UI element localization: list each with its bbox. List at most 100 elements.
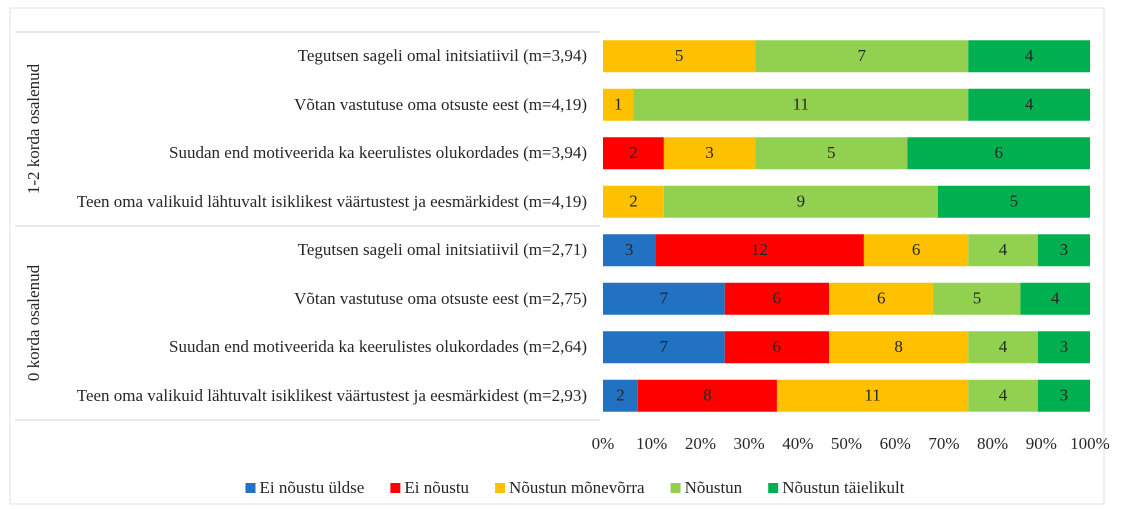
data-label: 3: [1060, 337, 1069, 356]
x-tick-label: 10%: [636, 434, 667, 453]
category-label-box: Teen oma valikuid lähtuvalt isiklikest v…: [76, 191, 587, 211]
data-label: 4: [999, 240, 1008, 259]
bar-segment: [755, 137, 908, 170]
bar-segment: [829, 282, 934, 315]
legend-label: Ei nõustu: [404, 478, 469, 497]
bar-segment: [937, 185, 1090, 218]
data-label: 8: [703, 386, 712, 405]
legend-swatch: [670, 483, 681, 493]
bar-segment: [724, 282, 830, 315]
category-label: Tegutsen sageli omal initsiatiivil (m=3,…: [297, 46, 587, 66]
data-label: 7: [857, 46, 866, 65]
category-label: Võtan vastutuse oma otsuste eest (m=2,75…: [294, 288, 587, 308]
data-label: 5: [1010, 192, 1019, 211]
bar-segment: [1037, 331, 1090, 364]
bar-segment: [968, 379, 1038, 412]
bar-segment: [603, 88, 634, 121]
data-label: 4: [999, 386, 1008, 405]
x-tick-label: 40%: [782, 434, 813, 453]
category-label: Suudan end motiveerida ka keerulistes ol…: [169, 143, 587, 163]
data-label: 6: [994, 143, 1003, 162]
category-label-box: Võtan vastutuse oma otsuste eest (m=4,19…: [294, 94, 587, 114]
bar-segment: [1037, 234, 1090, 267]
category-label: Võtan vastutuse oma otsuste eest (m=4,19…: [294, 94, 587, 114]
data-label: 4: [999, 337, 1008, 356]
legend-swatch: [495, 483, 506, 493]
bar-segment: [968, 234, 1038, 267]
group-label: 1-2 korda osalenud: [24, 63, 43, 194]
legend-label: Ei nõustu üldse: [260, 478, 365, 497]
data-label: 1: [614, 95, 623, 114]
legend-swatch: [768, 483, 779, 493]
bar-segment: [1020, 282, 1090, 315]
data-label: 11: [793, 95, 809, 114]
bar-segment: [968, 331, 1038, 364]
bar-segment: [663, 137, 756, 170]
category-label: Suudan end motiveerida ka keerulistes ol…: [169, 337, 587, 357]
data-label: 2: [629, 192, 638, 211]
data-label: 7: [660, 289, 669, 308]
legend-label: Nõustun mõnevõrra: [509, 478, 645, 497]
category-label-box: Tegutsen sageli omal initsiatiivil (m=3,…: [297, 46, 587, 66]
data-label: 12: [751, 240, 768, 259]
bar-segment: [637, 379, 777, 412]
legend: Ei nõustu üldse Ei nõustu Nõustun mõnevõrr…: [245, 478, 905, 497]
bar-segment: [776, 379, 969, 412]
data-label: 3: [625, 240, 634, 259]
bar-segment: [755, 40, 969, 73]
chart-frame: [9, 7, 1105, 505]
data-label: 4: [1025, 95, 1034, 114]
data-label: 5: [675, 46, 684, 65]
x-tick-label: 90%: [1026, 434, 1057, 453]
category-label-box: Suudan end motiveerida ka keerulistes ol…: [169, 337, 587, 357]
category-label-box: Tegutsen sageli omal initsiatiivil (m=2,…: [297, 240, 587, 260]
bar-segment: [663, 185, 938, 218]
data-label: 2: [616, 386, 625, 405]
data-label: 2: [629, 143, 638, 162]
bar-segment: [968, 40, 1090, 73]
data-label: 3: [705, 143, 714, 162]
data-label: 5: [973, 289, 982, 308]
x-tick-label: 60%: [880, 434, 911, 453]
category-label-box: Suudan end motiveerida ka keerulistes ol…: [169, 143, 587, 163]
bar-segment: [829, 331, 969, 364]
bar-segment: [603, 40, 756, 73]
data-label: 11: [864, 386, 880, 405]
data-label: 3: [1060, 240, 1069, 259]
x-tick-label: 100%: [1070, 434, 1110, 453]
data-label: 4: [1025, 46, 1034, 65]
data-label: 5: [827, 143, 836, 162]
data-label: 7: [660, 337, 669, 356]
legend-swatch: [390, 483, 401, 493]
bar-segment: [603, 137, 664, 170]
x-tick-label: 20%: [685, 434, 716, 453]
category-label-box: Võtan vastutuse oma otsuste eest (m=2,75…: [294, 288, 587, 308]
bar-segment: [655, 234, 864, 267]
data-label: 6: [877, 289, 886, 308]
data-label: 3: [1060, 386, 1069, 405]
legend-swatch: [245, 483, 256, 493]
data-label: 6: [912, 240, 921, 259]
bar-segment: [603, 185, 664, 218]
group-label: 0 korda osalenud: [24, 264, 43, 381]
legend-label: Nõustun: [685, 478, 743, 497]
category-label: Teen oma valikuid lähtuvalt isiklikest v…: [76, 385, 587, 405]
x-tick-label: 70%: [928, 434, 959, 453]
bar-segment: [907, 137, 1090, 170]
data-label: 6: [773, 289, 782, 308]
bar-segment: [633, 88, 969, 121]
data-label: 8: [894, 337, 903, 356]
category-label: Teen oma valikuid lähtuvalt isiklikest v…: [76, 191, 587, 211]
bar-segment: [1037, 379, 1090, 412]
bar-segment: [603, 379, 638, 412]
x-tick-label: 30%: [734, 434, 765, 453]
category-label: Tegutsen sageli omal initsiatiivil (m=2,…: [297, 240, 587, 260]
bar-segment: [863, 234, 969, 267]
data-label: 6: [773, 337, 782, 356]
bar-segment: [603, 331, 725, 364]
bar-segment: [724, 331, 830, 364]
bar-segment: [933, 282, 1021, 315]
legend-label: Nõustun täielikult: [782, 478, 905, 497]
x-tick-label: 80%: [977, 434, 1008, 453]
